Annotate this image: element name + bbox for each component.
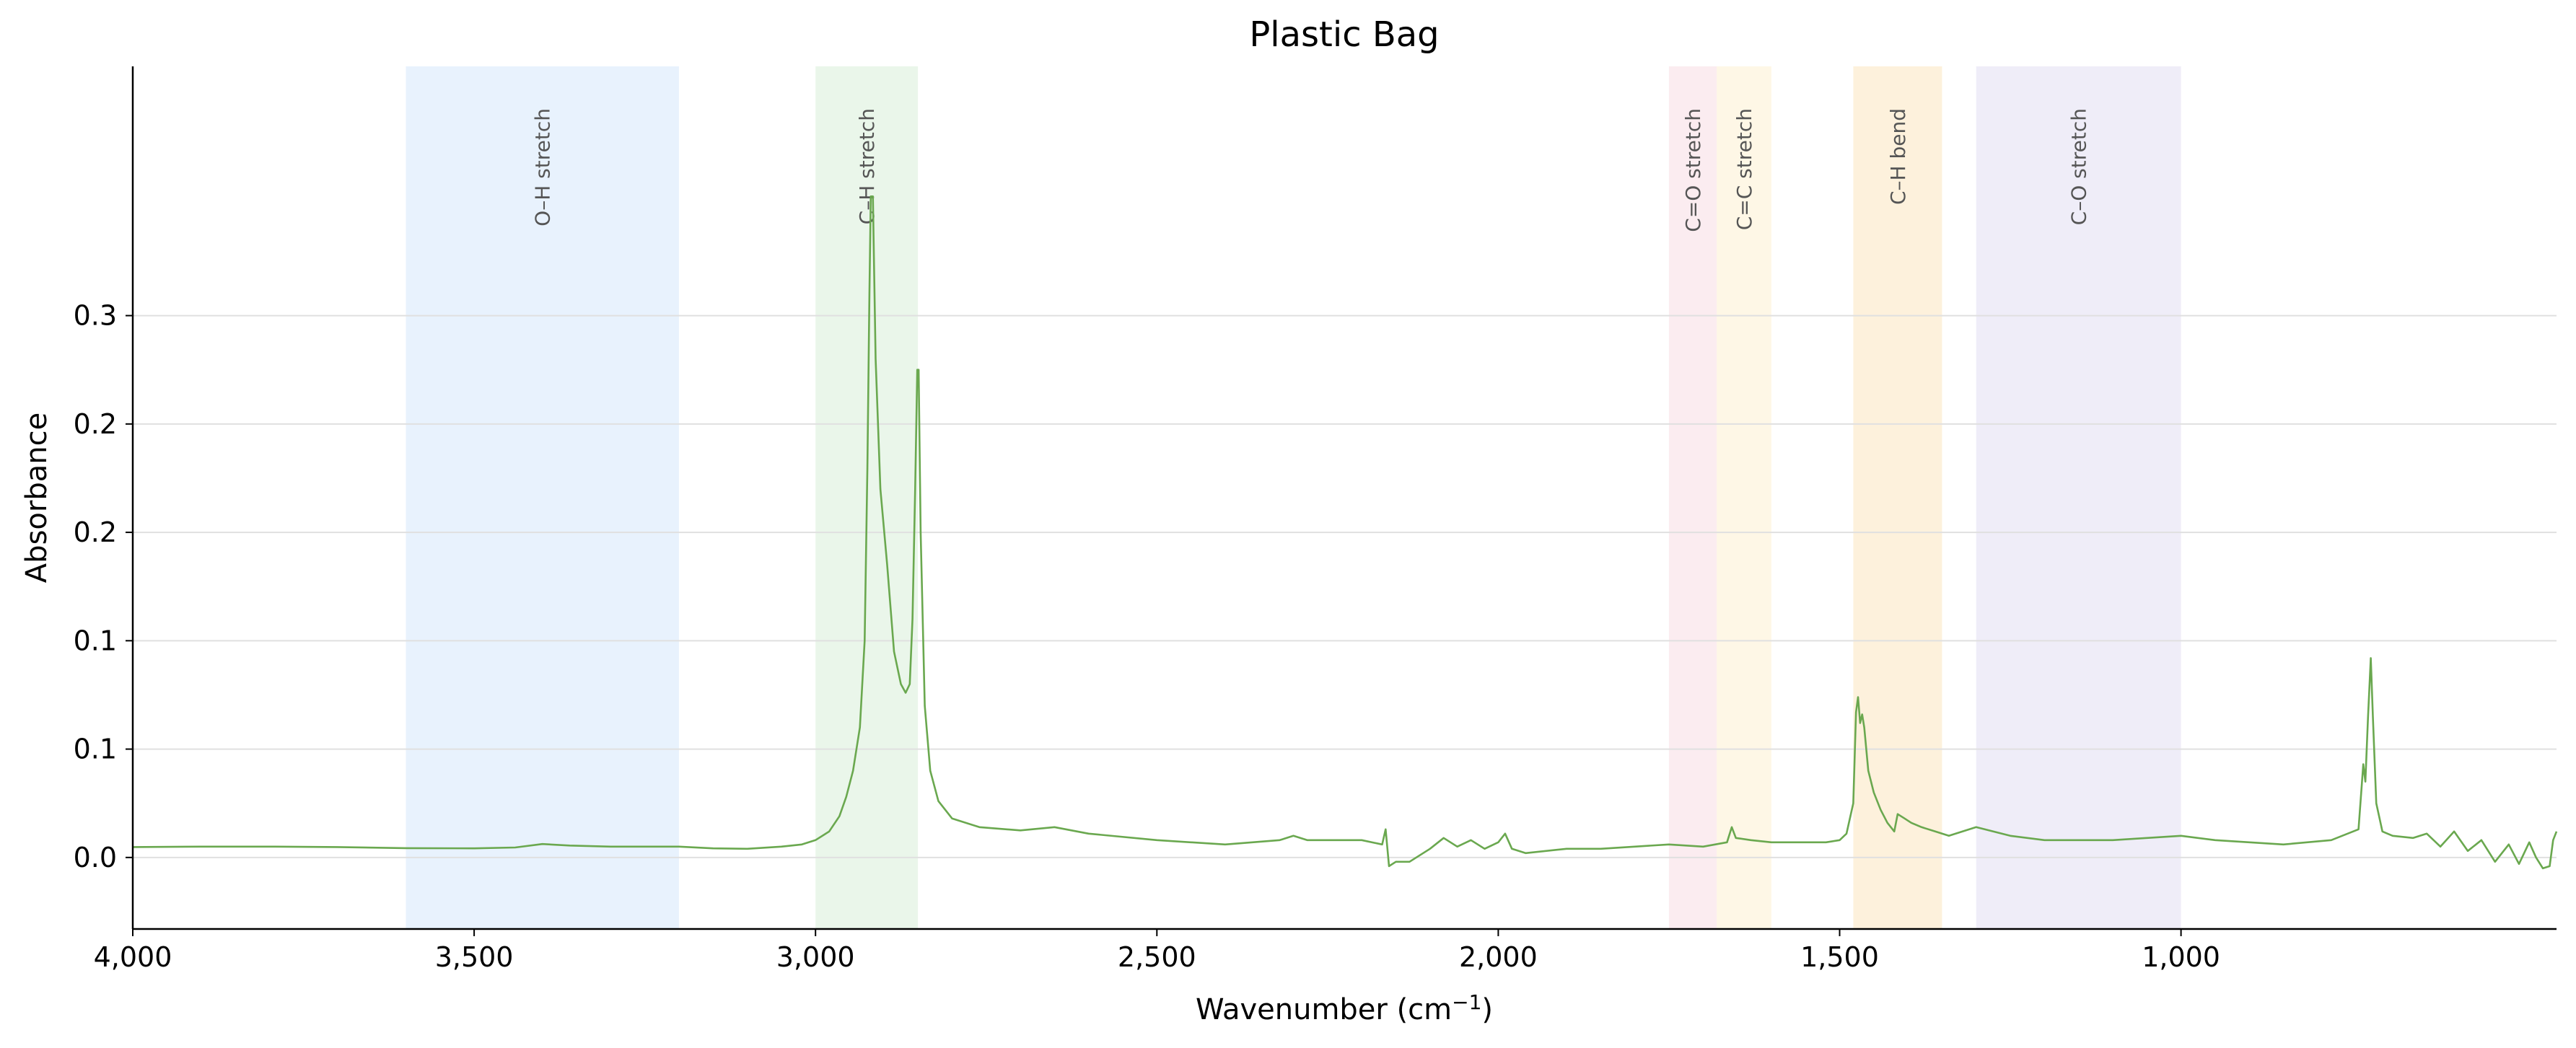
- x-tick-label-3: 2,500: [1118, 941, 1196, 973]
- band-label-0: O–H stretch: [531, 108, 555, 226]
- highlight-bands: [406, 66, 2181, 929]
- y-axis-title: Absorbance: [20, 413, 53, 583]
- band-label-3: C=C stretch: [1732, 108, 1756, 230]
- x-axis-title-close: ): [1481, 993, 1493, 1026]
- chart-title: Plastic Bag: [1249, 14, 1439, 55]
- y-tick-label-1: 0.1: [74, 734, 117, 765]
- x-tick-label-0: 4,000: [94, 941, 172, 973]
- band-label-4: C–H bend: [1886, 108, 1910, 205]
- band-label-1: C–H stretch: [855, 108, 879, 224]
- y-tick-label-2: 0.1: [74, 625, 117, 656]
- x-tick-label-4: 2,000: [1459, 941, 1538, 973]
- x-tick-label-1: 3,500: [435, 941, 514, 973]
- band-4: [1853, 66, 1942, 929]
- series-line-0: [132, 195, 2558, 870]
- x-axis-title-text: Wavenumber (cm: [1196, 993, 1452, 1026]
- band-3: [1717, 66, 1771, 929]
- axes: [131, 66, 2557, 930]
- band-label-2: C=O stretch: [1681, 108, 1705, 232]
- gridlines: [133, 314, 2557, 858]
- x-tick-label-5: 1,500: [1800, 941, 1879, 973]
- band-labels: O–H stretch C–H stretch C=O stretch C=C str…: [531, 108, 2091, 232]
- x-tick-label-2: 3,000: [776, 941, 855, 973]
- band-label-5: C–O stretch: [2067, 108, 2091, 225]
- y-tick-label-4: 0.2: [74, 408, 117, 440]
- tick-labels: 0.0 0.1 0.1 0.2 0.2 0.3 4,000 3,500 3,000 2,500 2,…: [74, 300, 2220, 973]
- series-layer: [132, 195, 2558, 870]
- x-axis-title-superscript: −1: [1452, 990, 1481, 1014]
- band-0: [406, 66, 679, 929]
- band-2: [1668, 66, 1717, 929]
- x-axis-title: Wavenumber (cm−1): [1196, 990, 1493, 1026]
- x-tick-label-6: 1,000: [2142, 941, 2220, 973]
- y-tick-label-0: 0.0: [74, 842, 117, 873]
- band-5: [1976, 66, 2181, 929]
- y-tick-label-3: 0.2: [74, 516, 117, 548]
- y-tick-label-5: 0.3: [74, 300, 117, 332]
